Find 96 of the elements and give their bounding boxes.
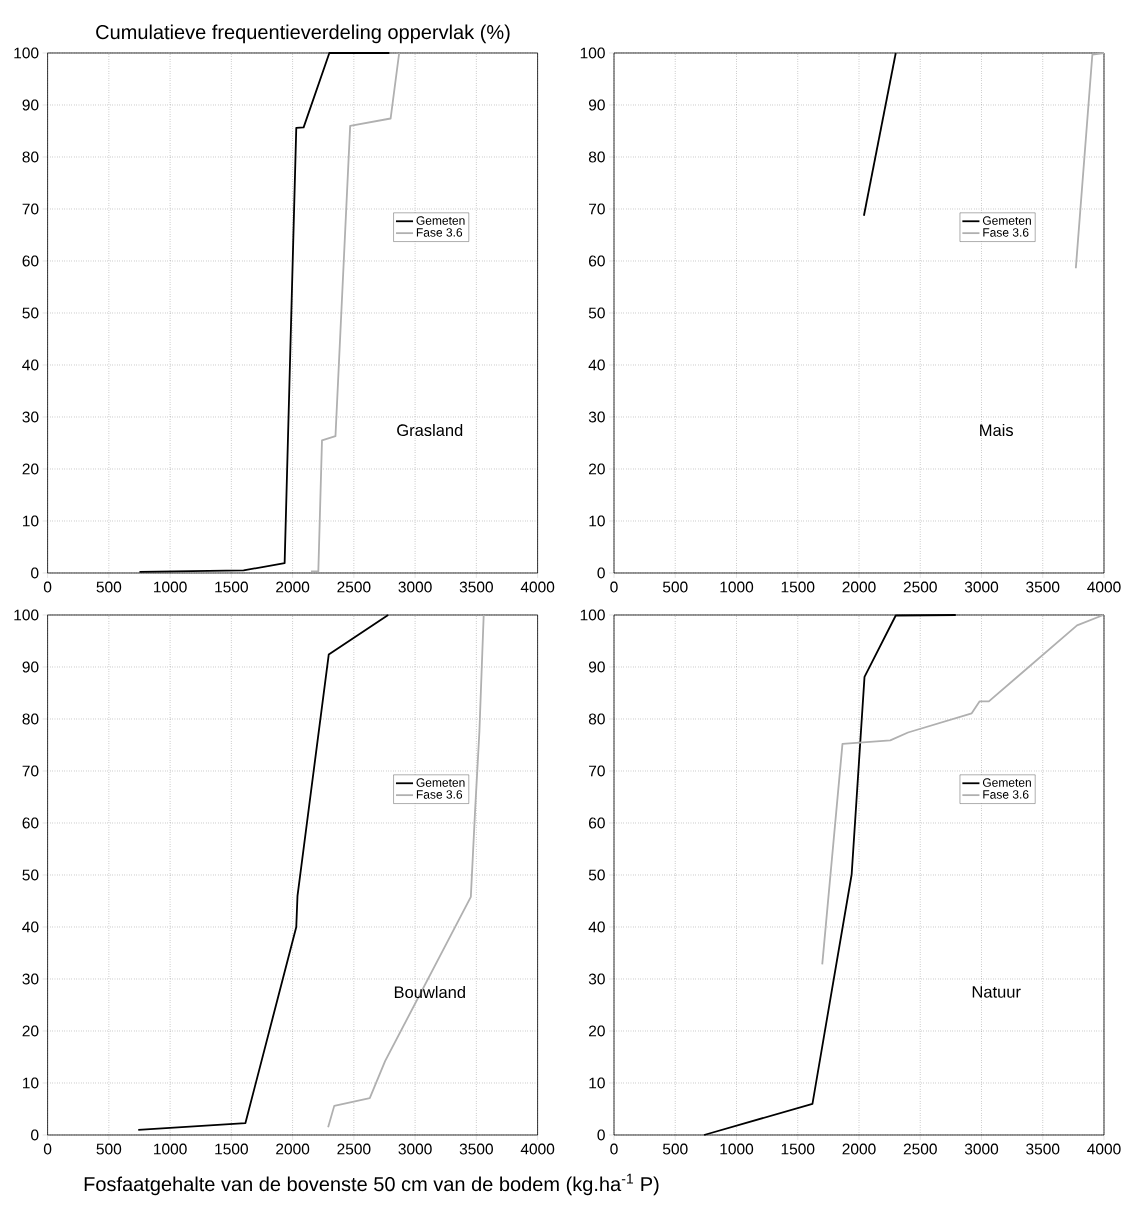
x-tick-label: 3000 — [964, 1143, 999, 1155]
x-tick-label: 3000 — [398, 1143, 432, 1155]
y-tick-label: 30 — [588, 411, 605, 423]
y-tick-label: 10 — [23, 1077, 39, 1089]
x-tick-label: 3000 — [398, 581, 432, 593]
x-tick-label: 3000 — [964, 581, 999, 593]
x-tick-label: 2000 — [842, 581, 876, 593]
y-tick-label: 60 — [22, 255, 39, 267]
x-tick-label: 4000 — [520, 581, 555, 593]
x-tick-label: 2000 — [276, 581, 310, 593]
legend-label: Fase 3.6 — [983, 228, 1029, 237]
y-tick-label: 100 — [580, 47, 605, 59]
y-tick-label: 20 — [589, 463, 605, 475]
x-tick-label: 1500 — [215, 1143, 248, 1155]
y-tick-label: 0 — [31, 567, 39, 579]
x-tick-label: 1000 — [154, 581, 187, 593]
x-tick-label: 2000 — [842, 1143, 876, 1155]
x-tick-label: 0 — [43, 581, 52, 593]
x-tick-label: 2500 — [903, 581, 937, 593]
y-tick-label: 20 — [22, 463, 39, 475]
legend-label: Gemeten — [416, 216, 465, 225]
legend-label: Fase 3.6 — [416, 790, 463, 799]
y-tick-label: 80 — [22, 713, 39, 725]
line-series — [821, 614, 1105, 966]
y-tick-label: 30 — [22, 973, 39, 985]
y-tick-label: 40 — [588, 359, 605, 371]
y-tick-label: 70 — [589, 203, 605, 215]
x-tick-label: 1000 — [154, 1143, 187, 1155]
y-tick-label: 50 — [588, 869, 605, 881]
y-tick-label: 0 — [597, 567, 605, 579]
legend-label: Gemeten — [982, 778, 1031, 787]
y-tick-label: 10 — [589, 1077, 605, 1089]
y-tick-label: 0 — [597, 1129, 605, 1141]
y-tick-label: 40 — [588, 921, 605, 933]
x-tick-label: 500 — [96, 1143, 122, 1155]
y-tick-label: 80 — [22, 151, 39, 163]
x-tick-label: 1500 — [215, 581, 248, 593]
y-tick-label: 20 — [589, 1025, 605, 1037]
x-tick-label: 2500 — [337, 1143, 371, 1155]
y-tick-label: 100 — [14, 47, 39, 59]
y-tick-label: 60 — [589, 255, 605, 267]
line-series — [327, 614, 485, 1129]
x-tick-label: 4000 — [1087, 1143, 1121, 1155]
x-tick-label: 1500 — [781, 581, 815, 593]
y-tick-label: 10 — [23, 515, 39, 527]
y-tick-label: 60 — [589, 817, 605, 829]
annotation: Natuur — [972, 986, 1021, 998]
annotation: Mais — [980, 423, 1014, 437]
x-tick-label: 500 — [96, 581, 122, 593]
y-tick-label: 60 — [22, 817, 39, 829]
y-tick-label: 30 — [22, 411, 39, 423]
y-tick-label: 50 — [588, 307, 605, 319]
x-tick-label: 500 — [662, 581, 688, 593]
x-axis-title: Fosfaatgehalte van de bovenste 50 cm van de bodem (kg.ha$^{-1}$ P) — [84, 1173, 659, 1196]
x-tick-label: 2000 — [276, 1143, 310, 1155]
x-tick-label: 500 — [662, 1143, 688, 1155]
legend-label: Gemeten — [982, 216, 1031, 225]
y-tick-label: 0 — [31, 1129, 39, 1141]
y-tick-label: 90 — [22, 99, 39, 111]
x-tick-label: 0 — [610, 581, 618, 593]
x-tick-label: 2500 — [903, 1143, 937, 1155]
y-tick-label: 30 — [588, 973, 605, 985]
y-tick-label: 90 — [588, 661, 605, 673]
y-tick-label: 70 — [22, 203, 39, 215]
y-tick-label: 80 — [588, 713, 605, 725]
y-axis-title: Cumulatieve frequentieverdeling oppervlak (%) — [96, 24, 510, 44]
y-tick-label: 70 — [589, 765, 605, 777]
y-tick-label: 20 — [22, 1025, 39, 1037]
x-tick-label: 3500 — [1026, 581, 1060, 593]
y-tick-label: 70 — [22, 765, 39, 777]
y-tick-label: 80 — [588, 151, 605, 163]
x-tick-label: 1000 — [720, 581, 754, 593]
x-tick-label: 4000 — [1087, 581, 1121, 593]
annotation: Grasland — [397, 423, 463, 437]
legend-label: Fase 3.6 — [983, 790, 1029, 799]
annotation: Bouwland — [394, 985, 465, 999]
x-tick-label: 1000 — [720, 1143, 754, 1155]
x-tick-label: 3500 — [459, 1143, 493, 1155]
legend-label: Gemeten — [416, 778, 465, 787]
y-tick-label: 50 — [22, 307, 39, 319]
x-tick-label: 4000 — [520, 1143, 555, 1155]
y-tick-label: 100 — [14, 609, 39, 621]
y-tick-label: 50 — [22, 869, 39, 881]
y-tick-label: 40 — [22, 359, 39, 371]
x-tick-label: 2500 — [337, 581, 371, 593]
x-tick-label: 0 — [610, 1143, 618, 1155]
x-tick-label: 0 — [43, 1143, 52, 1155]
y-tick-label: 90 — [22, 661, 39, 673]
y-tick-label: 90 — [588, 99, 605, 111]
y-tick-label: 40 — [22, 921, 39, 933]
x-tick-label: 3500 — [1026, 1143, 1060, 1155]
y-tick-label: 100 — [580, 609, 605, 621]
y-tick-label: 10 — [589, 515, 605, 527]
legend-label: Fase 3.6 — [416, 228, 463, 237]
x-tick-label: 1500 — [781, 1143, 815, 1155]
x-tick-label: 3500 — [459, 581, 493, 593]
